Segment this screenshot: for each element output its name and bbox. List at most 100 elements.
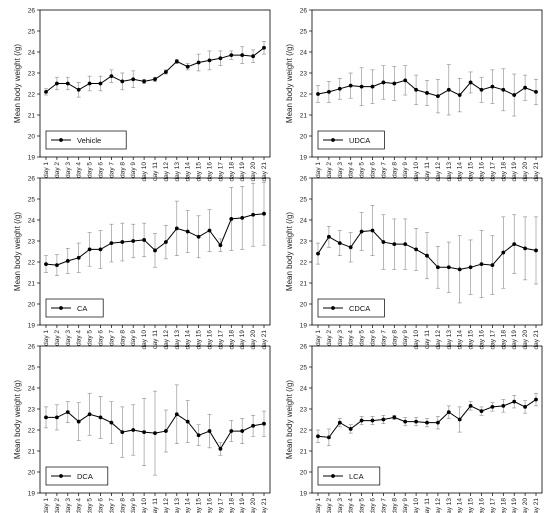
y-tick-label: 25: [300, 364, 308, 371]
data-point: [218, 447, 223, 451]
data-point: [523, 85, 527, 90]
x-tick-label: day 5: [359, 330, 366, 346]
x-tick-label: day 21: [261, 330, 268, 350]
data-point: [240, 216, 245, 220]
data-point: [55, 263, 59, 268]
data-point: [120, 430, 125, 434]
x-tick-label: day 8: [391, 330, 398, 346]
legend-marker: [331, 138, 335, 142]
data-point: [534, 397, 538, 402]
x-tick-label: day 16: [479, 162, 486, 182]
y-axis-label: Mean body weight (/g): [285, 380, 294, 459]
x-tick-label: day 15: [196, 162, 203, 182]
data-point: [251, 54, 256, 59]
x-tick-label: day 6: [370, 330, 377, 346]
data-point: [185, 64, 190, 69]
data-point: [44, 415, 48, 420]
x-tick-label: day 6: [98, 498, 105, 513]
data-point: [131, 428, 136, 432]
y-tick-label: 25: [28, 28, 36, 35]
data-point: [207, 228, 212, 233]
y-tick-label: 25: [300, 196, 308, 203]
legend: DCA: [45, 466, 109, 486]
data-point: [436, 94, 440, 98]
data-point: [109, 74, 114, 79]
data-point: [98, 81, 103, 86]
x-tick-label: day 13: [446, 498, 453, 513]
x-tick-label: day 17: [217, 162, 224, 182]
data-point: [359, 84, 364, 89]
legend-box: [45, 466, 109, 486]
x-tick-label: day 17: [217, 330, 224, 350]
x-tick-label: day 7: [108, 330, 115, 346]
data-point: [534, 248, 538, 253]
y-tick-label: 19: [28, 490, 36, 497]
y-tick-label: 21: [28, 280, 36, 287]
y-axis-label: Mean body weight (/g): [13, 44, 22, 123]
y-tick-label: 22: [28, 91, 36, 98]
x-tick-label: day 19: [239, 330, 246, 350]
y-tick-label: 26: [28, 343, 36, 350]
x-tick-label: day 15: [196, 330, 203, 350]
x-tick-label: day 4: [76, 162, 83, 178]
x-tick-label: day 9: [402, 498, 409, 513]
x-tick-label: day 18: [228, 162, 235, 182]
x-tick-label: day 2: [54, 162, 61, 178]
data-point: [131, 77, 136, 82]
x-tick-label: day 1: [43, 330, 50, 346]
x-tick-label: day 14: [185, 498, 192, 513]
y-axis-label: Mean body weight (/g): [285, 44, 294, 123]
y-tick-label: 24: [28, 385, 36, 392]
x-tick-label: day 15: [468, 498, 475, 513]
legend: Vehicle: [45, 130, 127, 150]
data-point: [392, 242, 397, 247]
x-tick-label: day 17: [489, 330, 496, 350]
data-point: [262, 211, 266, 216]
legend-label: LCA: [349, 472, 364, 481]
x-tick-label: day 6: [370, 162, 377, 178]
x-tick-label: day 20: [522, 162, 529, 182]
x-tick-label: day 17: [217, 498, 224, 513]
data-point: [337, 241, 342, 246]
x-tick-label: day 15: [468, 330, 475, 350]
data-point: [414, 87, 418, 92]
x-tick-label: day 5: [87, 330, 94, 346]
x-tick-label: day 21: [261, 498, 268, 513]
x-tick-label: day 6: [98, 162, 105, 178]
data-point: [403, 78, 408, 83]
x-tick-label: day 8: [119, 498, 126, 513]
data-point: [370, 228, 375, 233]
x-tick-label: day 18: [500, 162, 507, 182]
x-tick-label: day 2: [54, 498, 61, 513]
data-point: [392, 81, 397, 86]
x-tick-label: day 4: [348, 330, 355, 346]
legend: UDCA: [317, 130, 385, 150]
data-point: [262, 45, 266, 50]
legend: CDCA: [317, 298, 385, 318]
data-point: [457, 267, 462, 272]
data-point: [446, 265, 451, 270]
x-tick-label: day 4: [348, 162, 355, 178]
x-tick-label: day 14: [185, 330, 192, 350]
chart-panel-2: 19 20 21 22 23 24 25 26 Mean body weight (/g) day…: [285, 7, 543, 182]
legend-label: Vehicle: [77, 136, 101, 145]
y-tick-label: 23: [28, 406, 36, 413]
data-point: [392, 415, 397, 420]
legend: LCA: [317, 466, 381, 486]
x-tick-label: day 3: [65, 162, 72, 178]
data-point: [337, 420, 342, 425]
x-tick-label: day 8: [391, 162, 398, 178]
y-tick-label: 23: [300, 406, 308, 413]
x-tick-label: day 11: [424, 330, 431, 349]
x-tick-label: day 2: [54, 330, 61, 346]
y-tick-label: 19: [300, 490, 308, 497]
data-point: [512, 93, 517, 97]
x-tick-label: day 12: [435, 162, 442, 182]
x-tick-label: day 7: [108, 498, 115, 513]
legend: CA: [45, 298, 104, 318]
y-tick-label: 19: [300, 154, 308, 161]
data-point: [174, 226, 179, 231]
y-tick-label: 23: [300, 70, 308, 77]
y-tick-label: 26: [28, 175, 36, 182]
chart-panel-1: 19 20 21 22 23 24 25 26 Mean body weight (/g) day…: [13, 7, 271, 182]
